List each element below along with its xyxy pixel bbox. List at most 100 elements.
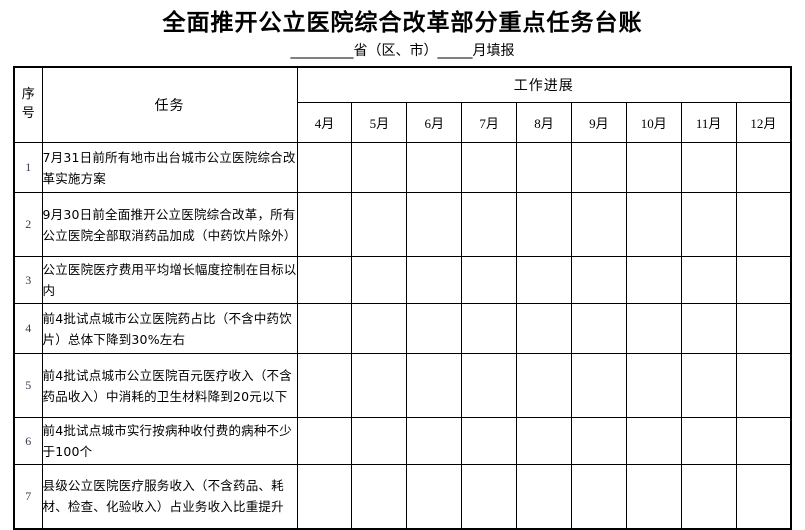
progress-cell-month-10[interactable] <box>625 142 682 193</box>
row-task-text: 9月30日前全面推开公立医院综合改革，所有公立医院全部取消药品加成（中药饮片除外… <box>41 192 298 257</box>
progress-cell-month-5[interactable] <box>351 353 408 418</box>
progress-cell-month-7[interactable] <box>461 417 518 465</box>
progress-cell-month-6[interactable] <box>406 256 463 304</box>
sequence-header-char-1: 序 <box>21 87 35 103</box>
column-header-month-10: 10月 <box>625 102 682 143</box>
progress-cell-month-5[interactable] <box>351 192 408 257</box>
progress-cell-month-10[interactable] <box>625 417 682 465</box>
progress-cell-month-9[interactable] <box>570 464 627 529</box>
progress-cell-month-6[interactable] <box>406 417 463 465</box>
progress-cell-month-4[interactable] <box>296 303 353 354</box>
table-row: 3 公立医院医疗费用平均增长幅度控制在目标以内 <box>13 256 792 304</box>
header-row-top: 序 号 任务 工作进展 <box>13 66 792 143</box>
progress-cell-month-5[interactable] <box>351 256 408 304</box>
progress-cell-month-12[interactable] <box>735 256 792 304</box>
header-row-months: 4月 5月 6月 7月 8月 9月 10月 11月 12月 <box>14 102 792 143</box>
table-header: 序 号 任务 工作进展 4月 5月 6月 7月 8月 9月 10月 11月 12… <box>13 66 792 143</box>
progress-cell-month-7[interactable] <box>461 464 518 529</box>
column-header-month-4: 4月 <box>296 102 353 143</box>
progress-cell-month-9[interactable] <box>570 353 627 418</box>
progress-cell-month-7[interactable] <box>461 256 518 304</box>
progress-cell-month-6[interactable] <box>406 192 463 257</box>
progress-cell-month-8[interactable] <box>516 353 572 418</box>
table-row: 6 前4批试点城市实行按病种收付费的病种不少于100个 <box>13 417 792 465</box>
progress-cell-month-4[interactable] <box>296 192 353 257</box>
progress-cell-month-7[interactable] <box>461 192 518 257</box>
table-body: 1 7月31日前所有地市出台城市公立医院综合改革实施方案 2 9月30日前全面推… <box>13 142 792 529</box>
column-header-month-11: 11月 <box>680 102 737 143</box>
progress-cell-month-9[interactable] <box>570 256 627 304</box>
progress-cell-month-12[interactable] <box>735 464 792 529</box>
row-sequence-number: 3 <box>13 256 43 304</box>
progress-cell-month-4[interactable] <box>296 464 353 529</box>
progress-cell-month-7[interactable] <box>461 142 518 193</box>
row-task-text: 前4批试点城市公立医院药占比（不含中药饮片）总体下降到30%左右 <box>41 303 298 354</box>
progress-cell-month-4[interactable] <box>296 417 353 465</box>
progress-cell-month-11[interactable] <box>680 417 737 465</box>
progress-cell-month-4[interactable] <box>296 256 353 304</box>
progress-cell-month-7[interactable] <box>461 353 518 418</box>
row-sequence-number: 2 <box>13 192 43 257</box>
progress-cell-month-10[interactable] <box>625 256 682 304</box>
row-sequence-number: 4 <box>13 303 43 354</box>
task-ledger-table: 序 号 任务 工作进展 4月 5月 6月 7月 8月 9月 10月 11月 12… <box>13 66 793 530</box>
table-row: 1 7月31日前所有地市出台城市公立医院综合改革实施方案 <box>13 142 792 193</box>
progress-cell-month-9[interactable] <box>570 142 627 193</box>
progress-cell-month-11[interactable] <box>680 192 737 257</box>
row-task-text: 前4批试点城市实行按病种收付费的病种不少于100个 <box>41 417 298 465</box>
progress-cell-month-11[interactable] <box>680 303 737 354</box>
page-title: 全面推开公立医院综合改革部分重点任务台账 <box>162 10 643 35</box>
progress-cell-month-10[interactable] <box>625 192 682 257</box>
row-sequence-number: 1 <box>13 142 43 193</box>
table-row: 7 县级公立医院医疗服务收入（不含药品、耗材、检查、化验收入）占业务收入比重提升 <box>13 464 792 529</box>
progress-cell-month-5[interactable] <box>351 142 408 193</box>
progress-cell-month-9[interactable] <box>570 192 627 257</box>
progress-cell-month-8[interactable] <box>516 142 572 193</box>
progress-cell-month-12[interactable] <box>735 417 792 465</box>
progress-cell-month-9[interactable] <box>570 417 627 465</box>
progress-cell-month-8[interactable] <box>516 192 572 257</box>
column-header-sequence: 序 号 <box>13 66 43 143</box>
progress-cell-month-8[interactable] <box>516 303 572 354</box>
column-header-month-5: 5月 <box>351 102 408 143</box>
progress-cell-month-12[interactable] <box>735 192 792 257</box>
row-sequence-number: 6 <box>13 417 43 465</box>
document-subtitle-fill-line: _________省（区、市）_____月填报 <box>290 43 515 60</box>
progress-cell-month-10[interactable] <box>625 464 682 529</box>
progress-cell-month-11[interactable] <box>680 464 737 529</box>
row-sequence-number: 5 <box>13 353 43 418</box>
progress-cell-month-6[interactable] <box>406 464 463 529</box>
sequence-header-char-2: 号 <box>21 106 35 121</box>
progress-cell-month-10[interactable] <box>625 353 682 418</box>
column-header-month-8: 8月 <box>516 102 572 143</box>
progress-cell-month-5[interactable] <box>351 464 408 529</box>
progress-cell-month-12[interactable] <box>735 353 792 418</box>
column-header-month-12: 12月 <box>735 102 792 143</box>
row-task-text: 7月31日前所有地市出台城市公立医院综合改革实施方案 <box>41 142 298 193</box>
table-row: 4 前4批试点城市公立医院药占比（不含中药饮片）总体下降到30%左右 <box>13 303 792 354</box>
progress-cell-month-11[interactable] <box>680 353 737 418</box>
progress-cell-month-8[interactable] <box>516 417 572 465</box>
progress-cell-month-12[interactable] <box>735 142 792 193</box>
progress-cell-month-8[interactable] <box>516 256 572 304</box>
progress-cell-month-5[interactable] <box>351 303 408 354</box>
progress-cell-month-10[interactable] <box>625 303 682 354</box>
progress-cell-month-7[interactable] <box>461 303 518 354</box>
progress-cell-month-6[interactable] <box>406 353 463 418</box>
table-row: 5 前4批试点城市公立医院百元医疗收入（不含药品收入）中消耗的卫生材料降到20元… <box>13 353 792 418</box>
progress-cell-month-6[interactable] <box>406 303 463 354</box>
row-task-text: 县级公立医院医疗服务收入（不含药品、耗材、检查、化验收入）占业务收入比重提升 <box>41 464 298 529</box>
progress-cell-month-9[interactable] <box>570 303 627 354</box>
progress-cell-month-12[interactable] <box>735 303 792 354</box>
progress-cell-month-4[interactable] <box>296 142 353 193</box>
ledger-table-wrapper: 序 号 任务 工作进展 4月 5月 6月 7月 8月 9月 10月 11月 12… <box>13 66 793 530</box>
progress-cell-month-11[interactable] <box>680 256 737 304</box>
progress-cell-month-6[interactable] <box>406 142 463 193</box>
progress-cell-month-8[interactable] <box>516 464 572 529</box>
column-header-month-9: 9月 <box>570 102 627 143</box>
progress-cell-month-4[interactable] <box>296 353 353 418</box>
column-header-work-progress: 工作进展 <box>296 66 792 103</box>
progress-cell-month-5[interactable] <box>351 417 408 465</box>
progress-cell-month-11[interactable] <box>680 142 737 193</box>
